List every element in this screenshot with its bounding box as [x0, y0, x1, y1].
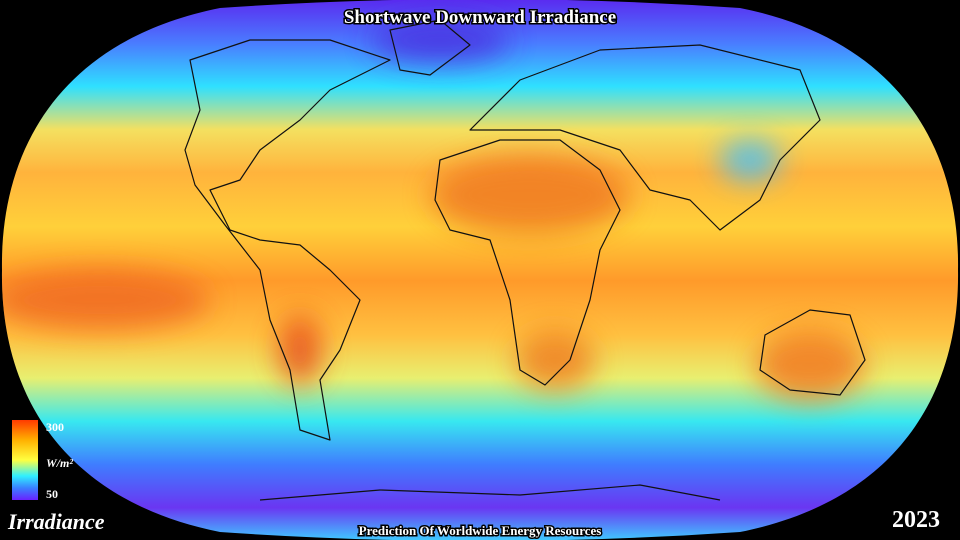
colorbar [12, 420, 38, 500]
colorbar-unit: W/m² [46, 456, 73, 470]
variable-label: Irradiance [7, 509, 105, 534]
title: Shortwave Downward Irradiance [344, 7, 616, 28]
colorbar-max: 300 [46, 420, 64, 434]
year: 2023 [892, 507, 940, 533]
colorbar-min: 50 [46, 487, 58, 501]
coastlines [184, 19, 866, 501]
source: Prediction Of Worldwide Energy Resources [359, 523, 602, 538]
